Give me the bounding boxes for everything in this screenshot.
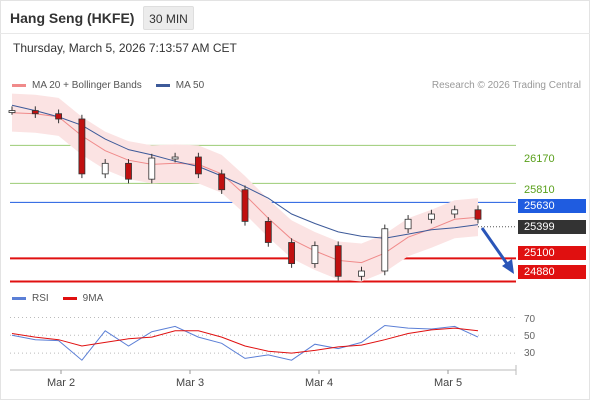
rsi-tick-70: 70 (524, 314, 536, 325)
level-label-25100: 25100 (518, 246, 586, 260)
candle-body (218, 173, 226, 191)
chart-header: Hang Seng (HKFE) 30 MIN (0, 0, 590, 36)
legend-item-ma50: MA 50 (155, 80, 205, 91)
candle-body (381, 228, 389, 272)
rsi-legend: RSI 9MA (12, 293, 117, 304)
legend-label-ma-bb: MA 20 + Bollinger Bands (32, 80, 142, 91)
legend-swatch-9ma (62, 297, 77, 300)
legend-item-ma-bb: MA 20 + Bollinger Bands (12, 80, 142, 91)
instrument-title: Hang Seng (HKFE) (10, 10, 135, 26)
x-label-mar-5: Mar 5 (434, 377, 463, 389)
level-label-25399: 25399 (518, 220, 586, 234)
rsi-tick-30: 30 (524, 348, 536, 359)
legend-label-9ma: 9MA (82, 293, 104, 304)
legend-item-rsi: RSI (12, 293, 49, 304)
candle-body (148, 157, 156, 180)
candle-body (101, 162, 109, 175)
legend-swatch-rsi (12, 297, 26, 300)
candle-body (334, 245, 342, 277)
candle-body (264, 220, 272, 243)
candle-body (358, 270, 365, 277)
level-label-25630: 25630 (518, 199, 586, 213)
candle-body (288, 242, 296, 265)
price-legend: MA 20 + Bollinger Bands MA 50 (12, 80, 218, 91)
forecast-arrow-line (480, 227, 512, 269)
candle-body (451, 209, 459, 215)
level-label-26170: 26170 (524, 153, 555, 165)
candle-body (194, 156, 202, 175)
legend-swatch-ma-bb (12, 84, 26, 87)
candle-body (474, 209, 482, 220)
candle-body (404, 218, 412, 230)
level-label-24880: 24880 (518, 265, 586, 279)
candle-body (55, 113, 62, 120)
x-label-mar-2: Mar 2 (47, 377, 76, 389)
candle-body (427, 213, 435, 220)
candle-body (125, 162, 132, 180)
legend-label-ma50: MA 50 (175, 80, 205, 91)
research-credit: Research © 2026 Trading Central (431, 80, 581, 91)
rsi-9ma-line (11, 327, 479, 354)
rsi-line (11, 324, 479, 361)
candle-body (311, 245, 319, 265)
candle-body (78, 118, 86, 175)
forecast-arrow-head (502, 259, 514, 274)
x-label-mar-3: Mar 3 (176, 377, 205, 389)
x-label-mar-4: Mar 4 (305, 377, 334, 389)
candle-body (171, 156, 179, 160)
level-label-25810: 25810 (524, 184, 555, 196)
candle-body (31, 110, 39, 115)
header-divider (0, 33, 590, 34)
legend-label-rsi: RSI (32, 293, 49, 304)
legend-swatch-ma50 (155, 84, 170, 87)
rsi-tick-50: 50 (524, 331, 536, 342)
timestamp: Thursday, March 5, 2026 7:13:57 AM CET (13, 41, 237, 55)
legend-item-9ma: 9MA (62, 293, 104, 304)
candle-body (241, 189, 249, 222)
candle-body (8, 110, 16, 113)
timeframe-button[interactable]: 30 MIN (143, 6, 194, 30)
